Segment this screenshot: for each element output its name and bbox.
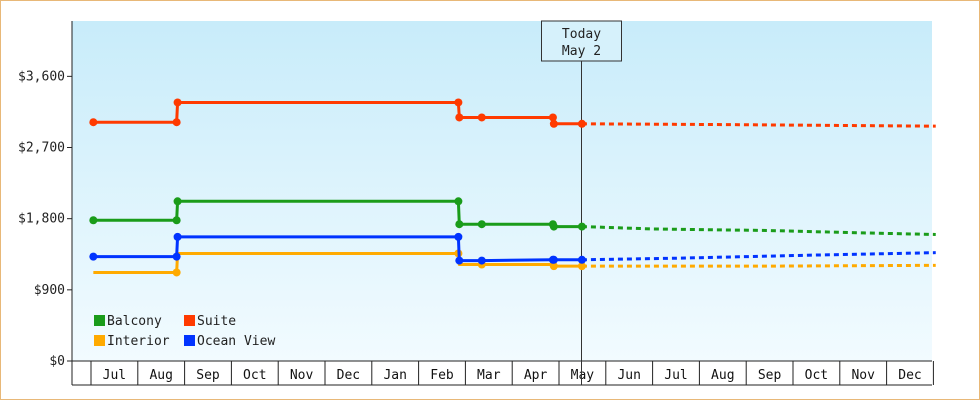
data-point-balcony — [477, 220, 486, 229]
legend-label-ocean-view: Ocean View — [197, 334, 275, 349]
x-tick-label: Aug — [711, 368, 734, 383]
forecast-line-suite — [581, 122, 936, 128]
x-tick-label: Jun — [617, 368, 640, 383]
data-point-interior — [549, 262, 558, 271]
x-tick-label: Nov — [290, 368, 314, 383]
today-box — [541, 20, 622, 62]
legend-label-balcony: Balcony — [107, 314, 162, 329]
data-point-balcony — [454, 197, 463, 206]
data-point-balcony — [577, 222, 586, 231]
data-point-balcony — [89, 216, 98, 225]
x-tick-label: Oct — [243, 368, 266, 383]
legend-swatch-suite — [184, 315, 195, 326]
x-tick-label: Sep — [196, 368, 220, 383]
legend-label-suite: Suite — [197, 314, 236, 329]
x-tick-label: Dec — [898, 368, 921, 383]
x-tick-label: Jul — [103, 368, 126, 383]
data-point-ocean-view — [577, 255, 586, 264]
data-point-suite — [548, 113, 557, 122]
data-point-interior — [172, 268, 181, 277]
x-tick-label: Sep — [758, 368, 782, 383]
data-point-suite — [172, 118, 181, 127]
forecast-line-ocean-view — [581, 251, 936, 262]
y-tick-label: $3,600 — [18, 69, 65, 84]
legend-swatch-balcony — [94, 315, 105, 326]
x-tick-label: Dec — [337, 368, 360, 383]
data-point-suite — [89, 118, 98, 127]
x-tick-label: Apr — [524, 368, 548, 383]
y-tick-label: $2,700 — [18, 141, 65, 156]
x-tick-label: Aug — [149, 368, 172, 383]
x-tick-label: Jan — [383, 368, 406, 383]
x-tick-label: Jul — [664, 368, 687, 383]
forecast-line-balcony — [581, 225, 936, 236]
y-tick-label: $0 — [49, 354, 65, 369]
plot-area — [72, 21, 932, 361]
data-point-balcony — [172, 216, 181, 225]
data-point-suite — [577, 119, 586, 128]
x-tick-label: Oct — [805, 368, 828, 383]
y-tick-label: $1,800 — [18, 212, 65, 227]
x-tick-label: Mar — [477, 368, 501, 383]
data-point-ocean-view — [172, 252, 181, 261]
data-point-suite — [549, 119, 558, 128]
data-point-suite — [454, 98, 463, 107]
x-tick-label: Feb — [430, 368, 454, 383]
legend-swatch-ocean-view — [184, 335, 195, 346]
today-date: May 2 — [562, 44, 601, 59]
data-point-ocean-view — [477, 256, 486, 265]
data-point-suite — [173, 98, 182, 107]
data-point-ocean-view — [173, 232, 182, 241]
data-point-balcony — [455, 220, 464, 229]
forecast-line-interior — [581, 263, 936, 268]
data-point-ocean-view — [89, 252, 98, 261]
data-point-ocean-view — [549, 255, 558, 264]
x-tick-label: May — [571, 368, 595, 383]
legend-swatch-interior — [94, 335, 105, 346]
today-label: Today — [562, 27, 601, 42]
y-tick-label: $900 — [34, 283, 65, 298]
data-point-ocean-view — [454, 232, 463, 241]
legend-label-interior: Interior — [107, 334, 170, 349]
data-point-balcony — [173, 197, 182, 206]
data-point-ocean-view — [455, 256, 464, 265]
x-axis-band — [72, 361, 932, 385]
data-point-suite — [477, 113, 486, 122]
x-tick-label: Nov — [851, 368, 875, 383]
data-point-interior — [577, 262, 586, 271]
data-point-suite — [455, 113, 464, 122]
data-point-balcony — [549, 222, 558, 231]
